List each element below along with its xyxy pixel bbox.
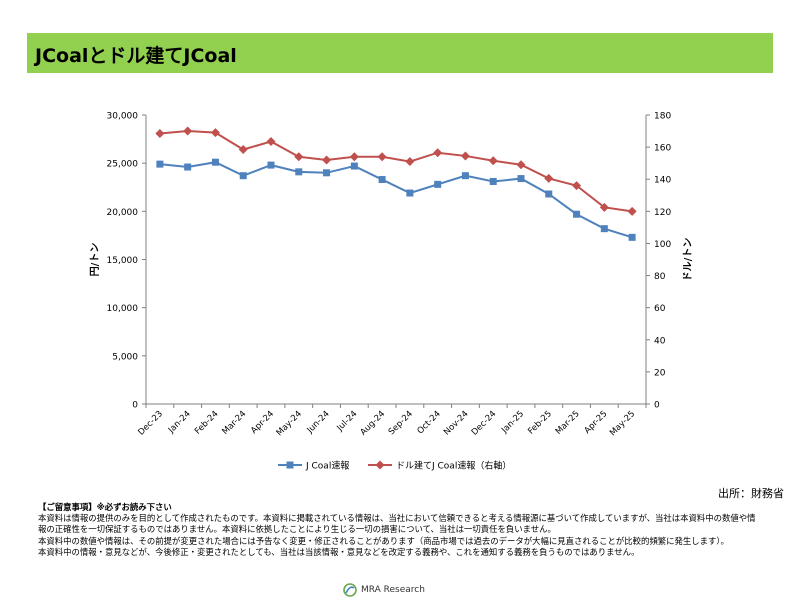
x-tick-label: Jul-24 (335, 409, 360, 434)
series-2-point (155, 128, 165, 138)
logo: MRA Research (343, 583, 425, 597)
series-1-point (184, 163, 192, 171)
y-right-tick-label: 60 (654, 304, 666, 314)
x-tick-label: Jan-25 (499, 409, 526, 436)
x-tick-label: Dec-23 (136, 409, 165, 438)
disclaimer-heading: 【ご留意事項】※必ずお読み下さい (38, 502, 172, 512)
series-1-point (350, 162, 358, 170)
disclaimer-line-2: 本資料中の数値や情報は、その前提が変更された場合には予告なく変更・修正されること… (38, 535, 729, 546)
series-1-point (600, 225, 608, 233)
y-left-tick-label: 15,000 (107, 256, 139, 266)
x-tick-label: May-25 (608, 409, 637, 438)
series-1-point (489, 177, 497, 185)
x-tick-label: Nov-24 (442, 409, 470, 437)
x-tick-label: Jun-24 (305, 409, 332, 436)
x-tick-label: May-24 (275, 409, 304, 438)
series-2-point (433, 148, 443, 158)
mra-logo-icon (343, 583, 357, 597)
x-tick-label: Sep-24 (387, 409, 415, 437)
x-tick-label: Dec-24 (470, 409, 499, 438)
series-1-point (573, 210, 581, 218)
series-1-point (628, 233, 636, 241)
y-left-tick-label: 25,000 (107, 160, 139, 170)
x-tick-label: Mar-25 (554, 409, 582, 437)
y-right-tick-label: 180 (654, 112, 671, 122)
disclaimer-line-1: 本資料は情報の提供のみを目的として作成されたものです。本資料に掲載されている情報… (38, 513, 756, 535)
x-tick-label: Aug-24 (359, 409, 388, 438)
x-tick-label: Mar-24 (220, 409, 248, 437)
series-1-point (461, 172, 469, 180)
legend-marker-1 (286, 461, 294, 469)
series-2-point (572, 181, 582, 191)
series-1-point (545, 190, 553, 198)
source-note: 出所：財務省 (718, 487, 784, 500)
series-2-point (544, 173, 554, 183)
series-1-point (378, 176, 386, 184)
logo-text: MRA Research (361, 585, 425, 595)
title-bar: JCoalとドル建てJCoal (27, 33, 773, 73)
series-2-point (322, 155, 332, 165)
series-2-point (377, 152, 387, 162)
series-2-point (460, 151, 470, 161)
y-right-axis-title: ドル/トン (682, 238, 694, 282)
series-2-point (294, 152, 304, 162)
x-tick-label: Feb-24 (193, 409, 221, 437)
legend-label-2: ドル建てJ Coal速報（右軸） (396, 460, 511, 472)
series-2-point (488, 156, 498, 166)
series-2-point (405, 157, 415, 167)
y-right-tick-label: 120 (654, 208, 671, 218)
series-1-point (517, 175, 525, 183)
series-line-2 (159, 130, 633, 213)
y-left-tick-label: 5,000 (112, 352, 138, 362)
x-tick-label: Apr-25 (583, 409, 610, 436)
disclaimer-notes: 【ご留意事項】※必ずお読み下さい 本資料は情報の提供のみを目的として作成されたも… (38, 502, 762, 558)
series-2-point (599, 202, 609, 212)
y-left-axis-title: 円/トン (89, 243, 101, 277)
y-right-tick-label: 40 (654, 336, 666, 346)
series-2-point (349, 152, 359, 162)
series-1-point (239, 172, 247, 180)
y-right-tick-label: 0 (654, 401, 660, 411)
series-2-point (516, 160, 526, 170)
y-right-tick-label: 140 (654, 176, 671, 186)
series-1-point (434, 180, 442, 188)
series-1-point (156, 160, 164, 168)
series-1-point (211, 158, 219, 166)
series-1-point (267, 161, 275, 169)
y-right-tick-label: 80 (654, 272, 666, 282)
y-right-tick-label: 20 (654, 368, 666, 378)
y-right-tick-label: 100 (654, 240, 671, 250)
series-2-point (238, 145, 248, 155)
disclaimer-line-3: 本資料中の情報・意見などが、今後修正・変更されたとしても、当社は当該情報・意見な… (38, 546, 640, 557)
legend-marker-2 (375, 460, 385, 470)
series-1-point (406, 189, 414, 197)
y-left-tick-label: 10,000 (107, 304, 139, 314)
series-1-point (323, 169, 331, 177)
x-tick-label: Oct-24 (415, 409, 442, 436)
series-2-point (627, 206, 637, 216)
y-left-tick-label: 20,000 (107, 208, 139, 218)
x-tick-label: Jan-24 (166, 409, 193, 436)
series-2-point (210, 128, 220, 138)
y-left-tick-label: 30,000 (107, 112, 139, 122)
x-tick-label: Apr-24 (249, 409, 276, 436)
series-2-point (266, 136, 276, 146)
legend-label-1: J Coal速報 (305, 461, 349, 472)
x-tick-label: Feb-25 (526, 409, 554, 437)
series-1-point (295, 168, 303, 176)
page-title: JCoalとドル建てJCoal (35, 45, 237, 67)
y-left-tick-label: 0 (132, 401, 138, 411)
series-2-point (183, 126, 193, 136)
series-line-1 (159, 161, 633, 239)
y-right-tick-label: 160 (654, 144, 671, 154)
